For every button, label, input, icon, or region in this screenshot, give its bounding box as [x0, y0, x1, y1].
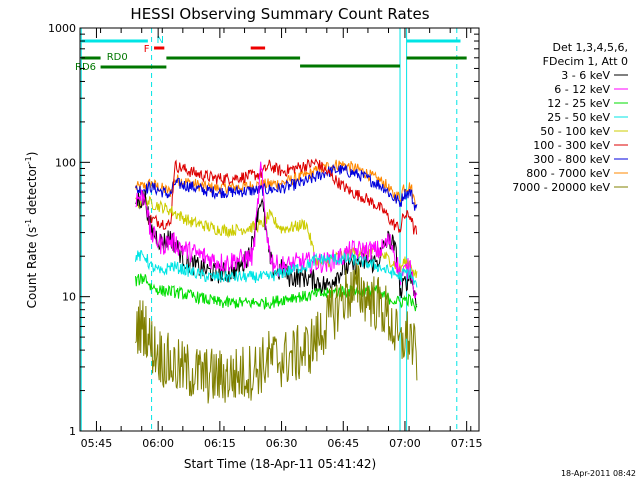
series-line: [135, 161, 418, 299]
flag-label-f: F: [144, 44, 150, 55]
chart-title: HESSI Observing Summary Count Rates: [130, 5, 429, 23]
flag-label-rd6: RD6: [75, 62, 96, 73]
legend-entry-label: 300 - 800 keV: [533, 153, 610, 166]
y-axis: 1 10 100 1000: [48, 22, 479, 438]
legend-entry-label: 3 - 6 keV: [561, 69, 610, 82]
series-line: [135, 250, 418, 288]
flag-label-n: N: [157, 35, 164, 46]
x-tick-label: 06:45: [327, 437, 359, 450]
series-line: [135, 195, 418, 278]
x-axis: 05:45 06:00 06:15 06:30 06:45 07:00 07:15: [79, 28, 483, 450]
y-tick-label: 1: [69, 425, 76, 438]
flag-label-rd0: RD0: [107, 52, 128, 63]
x-tick-label: 05:45: [81, 437, 113, 450]
x-tick-label: 06:30: [266, 437, 298, 450]
series-line: [135, 263, 418, 404]
legend-entry-label: 12 - 25 keV: [547, 97, 610, 110]
timestamp: 18-Apr-2011 08:42: [561, 469, 636, 478]
legend-entry-label: 7000 - 20000 keV: [512, 181, 610, 194]
legend-entry-label: 800 - 7000 keV: [526, 167, 610, 180]
x-tick-label: 06:15: [204, 437, 236, 450]
series-group: [135, 158, 418, 404]
legend: Det 1,3,4,5,6, FDecim 1, Att 0 3 - 6 keV…: [512, 41, 628, 194]
legend-header-2: FDecim 1, Att 0: [543, 55, 628, 68]
y-tick-label: 1000: [48, 22, 76, 35]
series-line: [135, 163, 418, 211]
x-axis-label: Start Time (18-Apr-11 05:41:42): [184, 457, 376, 471]
legend-entry-label: 6 - 12 keV: [554, 83, 610, 96]
legend-entry-label: 50 - 100 keV: [540, 125, 610, 138]
series-line: [147, 158, 418, 235]
legend-header-1: Det 1,3,4,5,6,: [552, 41, 628, 54]
plot-frame: [79, 27, 480, 432]
legend-entry-label: 100 - 300 keV: [533, 139, 610, 152]
y-tick-label: 10: [62, 291, 76, 304]
legend-entry-label: 25 - 50 keV: [547, 111, 610, 124]
y-axis-label: Count Rate (s-1 detector-1): [24, 152, 39, 309]
y-tick-label: 100: [55, 156, 76, 169]
x-tick-label: 06:00: [142, 437, 174, 450]
x-tick-label: 07:15: [451, 437, 483, 450]
x-tick-label: 07:00: [389, 437, 421, 450]
